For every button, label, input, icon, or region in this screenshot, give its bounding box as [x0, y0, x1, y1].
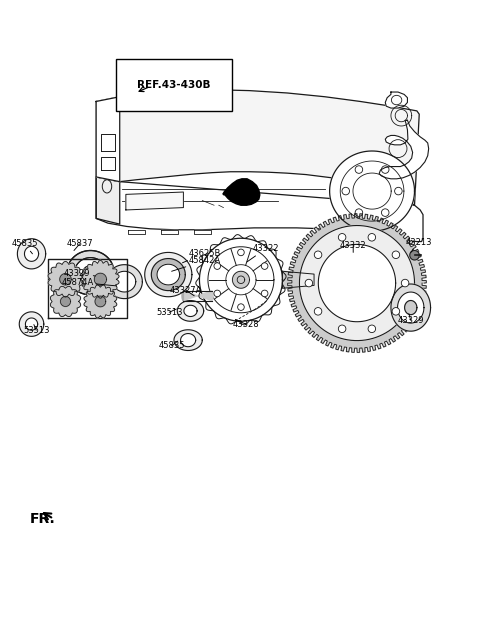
- Polygon shape: [145, 252, 192, 297]
- Polygon shape: [182, 291, 183, 300]
- Polygon shape: [67, 250, 114, 295]
- Text: 45837: 45837: [66, 239, 93, 250]
- Polygon shape: [126, 192, 183, 210]
- Polygon shape: [17, 239, 46, 269]
- Polygon shape: [232, 271, 250, 288]
- Polygon shape: [96, 97, 120, 182]
- Polygon shape: [194, 230, 211, 234]
- Circle shape: [338, 325, 346, 332]
- Text: 45842A: 45842A: [172, 256, 221, 271]
- Circle shape: [238, 304, 244, 310]
- Polygon shape: [318, 244, 396, 322]
- Text: 45874A: 45874A: [61, 277, 117, 287]
- Polygon shape: [96, 90, 419, 205]
- Polygon shape: [183, 291, 213, 300]
- Polygon shape: [184, 305, 197, 316]
- Polygon shape: [223, 179, 260, 205]
- Polygon shape: [96, 172, 423, 242]
- Circle shape: [368, 234, 376, 241]
- Polygon shape: [174, 330, 202, 350]
- Circle shape: [392, 251, 400, 258]
- Polygon shape: [330, 151, 415, 231]
- Polygon shape: [84, 285, 117, 318]
- Polygon shape: [74, 258, 107, 288]
- Text: 43329: 43329: [397, 314, 424, 325]
- Circle shape: [401, 279, 409, 287]
- Circle shape: [314, 251, 322, 258]
- Polygon shape: [95, 296, 106, 307]
- Circle shape: [368, 325, 376, 332]
- Text: 43332: 43332: [340, 241, 367, 252]
- Polygon shape: [379, 121, 429, 179]
- Circle shape: [214, 290, 220, 297]
- Polygon shape: [82, 260, 119, 298]
- Circle shape: [261, 290, 268, 297]
- Polygon shape: [24, 246, 38, 261]
- Text: 45835: 45835: [11, 239, 38, 254]
- Polygon shape: [282, 271, 314, 288]
- Polygon shape: [94, 273, 107, 286]
- Polygon shape: [128, 230, 145, 234]
- Text: 53513: 53513: [23, 324, 49, 335]
- Polygon shape: [19, 312, 44, 336]
- Text: 43329: 43329: [64, 269, 95, 277]
- Text: 43322: 43322: [247, 244, 279, 262]
- Circle shape: [392, 308, 400, 315]
- Polygon shape: [397, 292, 424, 323]
- Polygon shape: [300, 226, 415, 341]
- Circle shape: [214, 263, 220, 269]
- Polygon shape: [60, 274, 71, 285]
- Text: 43328: 43328: [232, 320, 259, 329]
- Polygon shape: [161, 230, 178, 234]
- Circle shape: [314, 308, 322, 315]
- Polygon shape: [410, 250, 419, 260]
- Polygon shape: [107, 265, 143, 298]
- Polygon shape: [48, 260, 127, 318]
- Circle shape: [305, 279, 312, 287]
- Text: 45835: 45835: [158, 341, 185, 350]
- Polygon shape: [60, 297, 71, 307]
- Polygon shape: [25, 318, 37, 330]
- Polygon shape: [96, 177, 120, 224]
- Circle shape: [238, 249, 244, 256]
- Text: 43327A: 43327A: [169, 286, 202, 296]
- Text: FR.: FR.: [30, 512, 56, 526]
- Polygon shape: [151, 258, 185, 290]
- Polygon shape: [200, 239, 282, 321]
- Polygon shape: [50, 286, 81, 316]
- Polygon shape: [300, 226, 415, 341]
- Polygon shape: [385, 92, 408, 108]
- Polygon shape: [405, 300, 417, 315]
- Polygon shape: [113, 271, 136, 292]
- Text: 43213: 43213: [406, 237, 432, 252]
- Polygon shape: [177, 300, 204, 321]
- Text: 43625B: 43625B: [182, 249, 221, 263]
- Polygon shape: [288, 214, 426, 352]
- Circle shape: [261, 263, 268, 269]
- Polygon shape: [391, 284, 431, 331]
- Text: 53513: 53513: [156, 308, 182, 317]
- Polygon shape: [48, 261, 83, 297]
- Text: REF.43-430B: REF.43-430B: [137, 80, 211, 90]
- Polygon shape: [157, 264, 180, 285]
- Circle shape: [338, 234, 346, 241]
- Polygon shape: [180, 334, 196, 347]
